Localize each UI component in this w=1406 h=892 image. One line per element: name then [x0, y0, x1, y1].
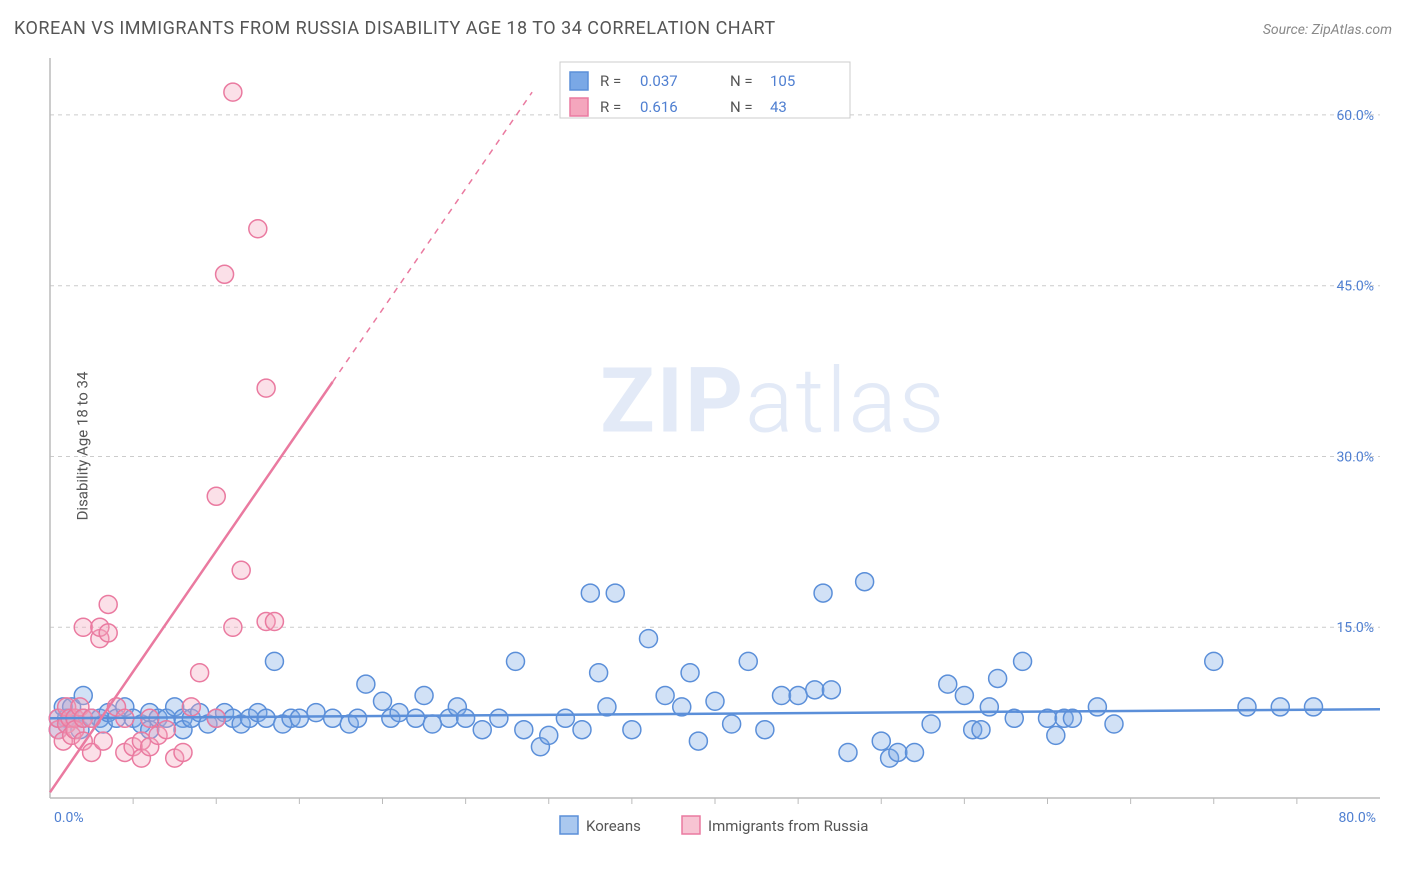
data-point	[390, 704, 408, 722]
data-point	[473, 721, 491, 739]
data-point	[623, 721, 641, 739]
data-point	[573, 721, 591, 739]
data-point	[374, 692, 392, 710]
legend-n-label: N =	[730, 98, 753, 116]
data-point	[540, 726, 558, 744]
data-point	[1305, 698, 1323, 716]
data-point	[349, 709, 367, 727]
data-point	[423, 715, 441, 733]
data-point	[224, 83, 242, 101]
data-point	[157, 721, 175, 739]
data-point	[407, 709, 425, 727]
data-point	[94, 732, 112, 750]
data-point	[1271, 698, 1289, 716]
data-point	[939, 675, 957, 693]
data-point	[174, 743, 192, 761]
data-point	[1105, 715, 1123, 733]
data-point	[806, 681, 824, 699]
y-tick-label: 30.0%	[1336, 449, 1374, 465]
data-point	[257, 709, 275, 727]
data-point	[922, 715, 940, 733]
data-point	[856, 573, 874, 591]
data-point	[822, 681, 840, 699]
data-point	[457, 709, 475, 727]
legend-n-value: 105	[770, 72, 795, 90]
data-point	[74, 618, 92, 636]
data-point	[590, 664, 608, 682]
data-point	[207, 487, 225, 505]
legend-swatch	[570, 98, 588, 116]
legend-swatch	[682, 816, 700, 834]
data-point	[773, 687, 791, 705]
legend-series-label: Koreans	[586, 817, 641, 835]
data-point	[872, 732, 890, 750]
data-point	[324, 709, 342, 727]
source-name: ZipAtlas.com	[1312, 22, 1392, 38]
legend-series-label: Immigrants from Russia	[708, 817, 868, 835]
data-point	[656, 687, 674, 705]
legend-r-label: R =	[600, 72, 621, 90]
data-point	[216, 265, 234, 283]
y-tick-label: 45.0%	[1336, 279, 1374, 295]
data-point	[906, 743, 924, 761]
x-min-label: 0.0%	[54, 810, 84, 826]
data-point	[955, 687, 973, 705]
data-point	[1014, 652, 1032, 670]
data-point	[839, 743, 857, 761]
data-point	[814, 584, 832, 602]
y-tick-label: 60.0%	[1336, 108, 1374, 124]
chart-title: KOREAN VS IMMIGRANTS FROM RUSSIA DISABIL…	[14, 18, 776, 39]
data-point	[739, 652, 757, 670]
data-point	[257, 379, 275, 397]
data-point	[556, 709, 574, 727]
data-point	[265, 613, 283, 631]
data-point	[581, 584, 599, 602]
data-point	[606, 584, 624, 602]
data-point	[789, 687, 807, 705]
data-point	[507, 652, 525, 670]
legend-swatch	[560, 816, 578, 834]
data-point	[989, 669, 1007, 687]
data-point	[980, 698, 998, 716]
data-point	[249, 220, 267, 238]
data-point	[689, 732, 707, 750]
data-point	[515, 721, 533, 739]
chart-svg: 15.0% 30.0% 45.0% 60.0% 0.0% 80.0% R = 0.037 N =…	[50, 58, 1380, 828]
data-point	[290, 709, 308, 727]
data-point	[706, 692, 724, 710]
data-point	[224, 618, 242, 636]
data-point	[889, 743, 907, 761]
data-point	[640, 630, 658, 648]
trend-line-extrapolated	[333, 92, 533, 382]
legend-r-value: 0.616	[640, 98, 678, 116]
source-prefix: Source:	[1263, 22, 1312, 38]
legend-n-label: N =	[730, 72, 753, 90]
data-point	[1047, 726, 1065, 744]
scatter-plot: 15.0% 30.0% 45.0% 60.0% 0.0% 80.0% R = 0.037 N =…	[50, 58, 1380, 828]
data-point	[1205, 652, 1223, 670]
data-point	[723, 715, 741, 733]
data-point	[99, 624, 117, 642]
data-point	[415, 687, 433, 705]
data-point	[307, 704, 325, 722]
legend-n-value: 43	[770, 98, 787, 116]
x-max-label: 80.0%	[1338, 810, 1376, 826]
data-point	[99, 595, 117, 613]
data-point	[490, 709, 508, 727]
data-point	[1238, 698, 1256, 716]
data-point	[265, 652, 283, 670]
source-attr: Source: ZipAtlas.com	[1263, 19, 1392, 38]
y-tick-label: 15.0%	[1336, 620, 1374, 636]
data-point	[232, 561, 250, 579]
data-point	[357, 675, 375, 693]
legend-swatch	[570, 72, 588, 90]
legend-r-value: 0.037	[640, 72, 678, 90]
data-point	[756, 721, 774, 739]
data-point	[681, 664, 699, 682]
data-point	[182, 698, 200, 716]
legend-r-label: R =	[600, 98, 621, 116]
data-point	[1088, 698, 1106, 716]
data-point	[191, 664, 209, 682]
data-point	[972, 721, 990, 739]
